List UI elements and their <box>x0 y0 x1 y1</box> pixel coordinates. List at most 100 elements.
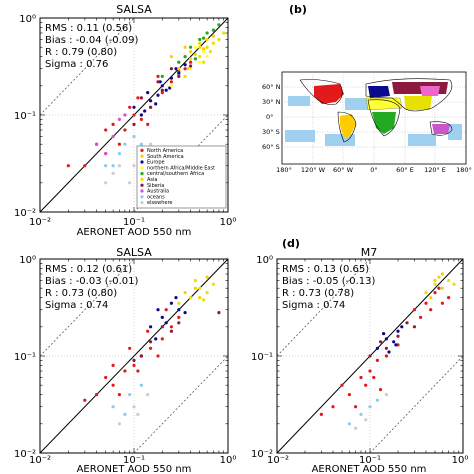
data-point <box>359 375 363 380</box>
data-point <box>117 152 121 156</box>
region-australia <box>432 124 450 134</box>
data-point <box>149 99 153 103</box>
data-point <box>447 278 451 283</box>
panel-d-stat-bias: Bias : -0.05 (-0.13) <box>282 276 376 287</box>
data-point <box>169 325 173 329</box>
legend-label: Australia <box>147 189 169 195</box>
data-point <box>375 358 379 362</box>
panel-d-points <box>319 272 456 430</box>
panel-d-y-tick-bottom: 10⁻² <box>251 449 273 460</box>
data-point <box>396 334 400 338</box>
data-point <box>189 296 193 300</box>
data-point <box>169 84 173 88</box>
data-point <box>154 102 158 106</box>
data-point <box>117 142 121 146</box>
data-point <box>128 393 132 397</box>
panel-d-stat-r: R : 0.73 (0.78) <box>282 288 354 299</box>
data-point <box>132 113 136 117</box>
data-point <box>111 363 115 367</box>
panel-a-stat-sigma: Sigma : 0.76 <box>45 59 108 70</box>
ocean-region <box>345 98 371 110</box>
panel-d-y-tick-top: 10⁰ <box>256 255 273 266</box>
data-point <box>384 393 388 397</box>
data-point <box>132 134 136 139</box>
legend-marker <box>140 177 144 181</box>
data-point <box>208 50 212 54</box>
legend-frame <box>136 145 227 209</box>
panel-c-stat-bias: Bias : -0.03 (-0.01) <box>45 276 139 287</box>
panel-c-x-tick-right: 10⁰ <box>220 455 237 466</box>
data-point <box>440 286 444 290</box>
data-point <box>429 296 433 300</box>
data-point <box>156 308 160 312</box>
data-point <box>364 418 368 422</box>
data-point <box>437 275 441 279</box>
one-to-one-line <box>39 258 229 454</box>
data-point <box>205 55 209 59</box>
map-lat-30s: 30° S <box>262 128 280 136</box>
data-point <box>405 321 409 325</box>
data-point <box>95 142 99 146</box>
map-lat-eq: 0° <box>266 113 273 121</box>
panel-c-scatter: SALSA 10⁰ 10⁻¹ 10⁻² 10⁻² 10⁻¹ 10⁰ AERONE… <box>14 246 236 474</box>
data-point <box>198 60 202 64</box>
panel-c-y-tick-top: 10⁰ <box>19 255 36 266</box>
map-lon-labels: 180° 120° W 60° W 0° 60° E 120° E 180° <box>276 166 472 174</box>
data-point <box>149 325 153 329</box>
data-point <box>217 23 221 27</box>
panel-a-x-tick-mid: 10⁻¹ <box>123 217 145 228</box>
data-point <box>319 412 323 416</box>
data-point <box>156 354 160 358</box>
data-point <box>111 405 115 409</box>
data-point <box>433 278 437 283</box>
data-point <box>205 291 209 295</box>
ocean-region <box>325 134 355 146</box>
data-point <box>198 55 202 59</box>
data-point <box>117 393 121 397</box>
data-point <box>146 91 150 95</box>
data-point <box>440 301 444 305</box>
data-point <box>177 301 181 305</box>
data-point <box>183 45 187 49</box>
data-point <box>202 50 206 54</box>
region-siberia <box>392 82 448 94</box>
data-point <box>412 308 416 312</box>
ocean-region <box>408 134 436 146</box>
data-point <box>387 350 391 354</box>
data-point <box>169 301 173 305</box>
panel-c-x-tick-left: 10⁻² <box>29 455 51 466</box>
data-point <box>123 113 127 117</box>
data-point <box>117 422 121 426</box>
data-point <box>384 337 388 341</box>
data-point <box>193 52 197 57</box>
data-point <box>139 354 143 358</box>
panel-c-reference-lines <box>39 258 229 454</box>
map-lon-120w: 120° W <box>301 166 326 174</box>
data-point <box>193 57 197 61</box>
legend-label: central/southern Africa <box>147 171 204 177</box>
data-point <box>368 405 372 409</box>
data-point <box>83 398 87 402</box>
data-point <box>123 142 127 146</box>
legend-marker <box>140 201 144 205</box>
data-point <box>160 84 164 88</box>
data-point <box>164 308 168 312</box>
panel-a-scatter: SALSA 10⁰ 10⁻¹ 10⁻² 10⁻² 10⁻¹ 10⁰ AERONE… <box>14 3 236 238</box>
panel-d-stat-sigma: Sigma : 0.74 <box>282 300 345 311</box>
data-point <box>375 398 379 402</box>
data-point <box>132 363 136 367</box>
data-point <box>139 142 143 146</box>
data-point <box>149 142 153 146</box>
legend-label: South America <box>147 154 184 160</box>
panel-d-x-tick-mid: 10⁻¹ <box>359 455 381 466</box>
data-point <box>160 88 164 92</box>
panel-d-title: M7 <box>361 246 378 259</box>
data-point <box>174 296 178 300</box>
data-point <box>160 91 164 95</box>
data-point <box>154 337 158 341</box>
data-point <box>160 74 164 78</box>
data-point <box>128 346 132 350</box>
data-point <box>437 286 441 290</box>
data-point <box>433 291 437 295</box>
panel-d-stats: RMS : 0.13 (0.65) Bias : -0.05 (-0.13) R… <box>282 264 376 311</box>
